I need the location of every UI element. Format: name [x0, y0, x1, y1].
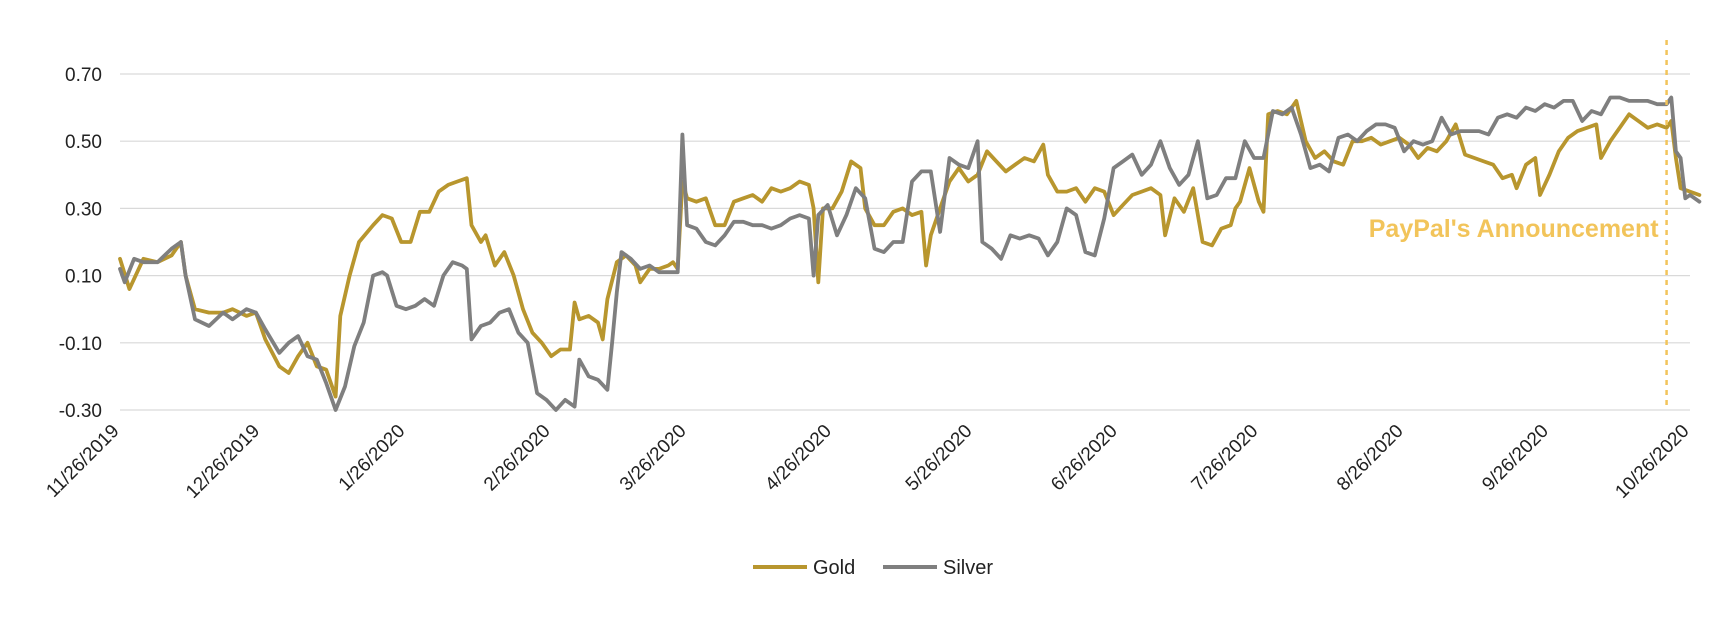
y-axis-ticks: 0.70 0.50 0.30 0.10 -0.10 -0.30: [59, 65, 102, 422]
series-lines: [118, 95, 1702, 412]
x-tick-label: 6/26/2020: [1047, 421, 1122, 496]
y-tick-label: -0.10: [59, 334, 102, 355]
legend: Gold Silver: [753, 557, 993, 579]
x-tick-label: 2/26/2020: [480, 421, 555, 496]
series-line-gold: [118, 99, 1702, 399]
series-line-silver: [118, 95, 1702, 412]
y-tick-label: 0.70: [65, 65, 102, 86]
y-tick-label: 0.50: [65, 132, 102, 153]
x-axis-ticks: 11/26/2019 12/26/2019 1/26/2020 2/26/2020 3/…: [42, 421, 1693, 503]
y-tick-label: 0.30: [65, 199, 102, 220]
y-tick-label: -0.30: [59, 401, 102, 422]
x-tick-label: 9/26/2020: [1478, 421, 1553, 496]
x-tick-label: 1/26/2020: [335, 421, 410, 496]
x-tick-label: 3/26/2020: [616, 421, 691, 496]
y-tick-label: 0.10: [65, 267, 102, 288]
x-tick-label: 7/26/2020: [1188, 421, 1263, 496]
legend-label-silver: Silver: [943, 557, 993, 579]
x-tick-label: 5/26/2020: [902, 421, 977, 496]
x-tick-label: 4/26/2020: [761, 421, 836, 496]
x-tick-label: 11/26/2019: [42, 421, 123, 502]
x-tick-label: 12/26/2019: [182, 421, 264, 503]
annotation: PayPal's Announcement: [1369, 40, 1668, 410]
x-tick-label: 10/26/2020: [1611, 421, 1693, 503]
announcement-label: PayPal's Announcement: [1369, 215, 1659, 243]
x-tick-label: 8/26/2020: [1333, 421, 1408, 496]
legend-label-gold: Gold: [813, 557, 855, 579]
